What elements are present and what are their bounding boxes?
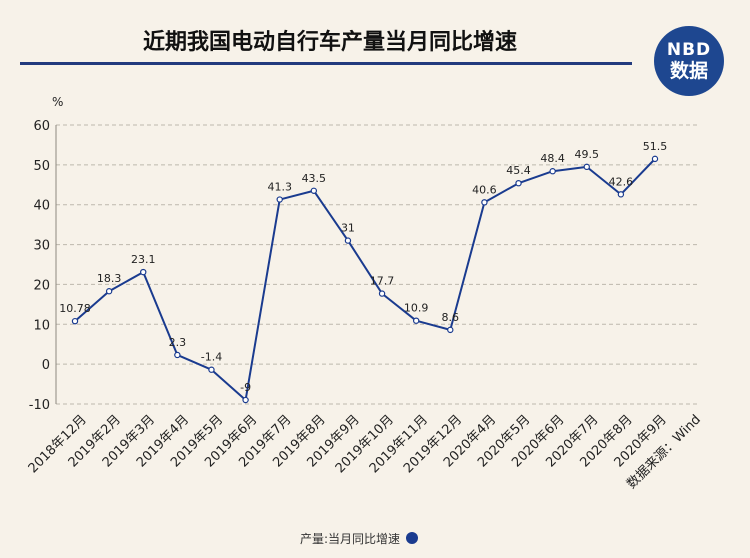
data-point (447, 326, 454, 334)
data-label: 51.5 (643, 140, 668, 153)
data-point (71, 317, 79, 325)
y-axis-unit: % (52, 95, 63, 109)
data-point (617, 191, 625, 198)
data-label: 42.6 (609, 175, 634, 188)
data-point (651, 155, 659, 163)
data-label: 23.1 (131, 253, 156, 266)
data-point (549, 168, 556, 175)
legend-label: 产量:当月同比增速 (300, 531, 401, 546)
data-label: -9 (240, 381, 251, 394)
legend-marker (406, 532, 419, 544)
data-label: 8.6 (442, 311, 460, 324)
data-label: 49.5 (575, 148, 600, 161)
y-tick-label: 30 (33, 239, 50, 254)
data-label: 41.3 (267, 181, 292, 194)
data-point (310, 187, 318, 194)
logo-line2: 数据 (669, 59, 708, 82)
y-tick-label: 60 (33, 119, 50, 134)
series-line (74, 158, 656, 402)
data-point (105, 288, 113, 295)
data-label: 31 (341, 222, 355, 235)
data-point (242, 396, 249, 404)
data-label: -1.4 (201, 351, 222, 364)
nbd-logo: NBD 数据 (654, 26, 724, 96)
title-underline (20, 62, 632, 65)
legend: 产量:当月同比增速 (300, 527, 419, 549)
logo-line1: NBD (666, 39, 712, 60)
data-point (208, 366, 215, 373)
y-tick-label: 50 (33, 159, 50, 174)
data-label: 43.5 (302, 172, 327, 185)
data-label: 48.4 (540, 152, 565, 165)
data-point (378, 290, 386, 297)
data-label: 10.78 (59, 302, 91, 315)
data-point (276, 196, 283, 203)
data-point (344, 237, 352, 244)
y-tick-label: 10 (33, 318, 50, 333)
chart-title: 近期我国电动自行车产量当月同比增速 (142, 30, 517, 55)
data-label: 10.9 (404, 302, 429, 315)
y-tick-label: 40 (33, 199, 50, 214)
data-point (481, 199, 488, 206)
data-label: 40.6 (472, 183, 497, 196)
data-label: 17.7 (370, 275, 395, 288)
data-label: 2.3 (169, 336, 187, 349)
y-tick-label: -10 (29, 398, 50, 413)
data-point (583, 163, 590, 171)
data-label: 45.4 (506, 164, 531, 177)
data-point (140, 268, 147, 276)
data-point (174, 351, 181, 359)
data-point (515, 179, 522, 187)
data-point (412, 317, 420, 324)
y-tick-label: 20 (33, 278, 50, 293)
data-label: 18.3 (97, 272, 122, 285)
y-tick-label: 0 (42, 358, 50, 373)
